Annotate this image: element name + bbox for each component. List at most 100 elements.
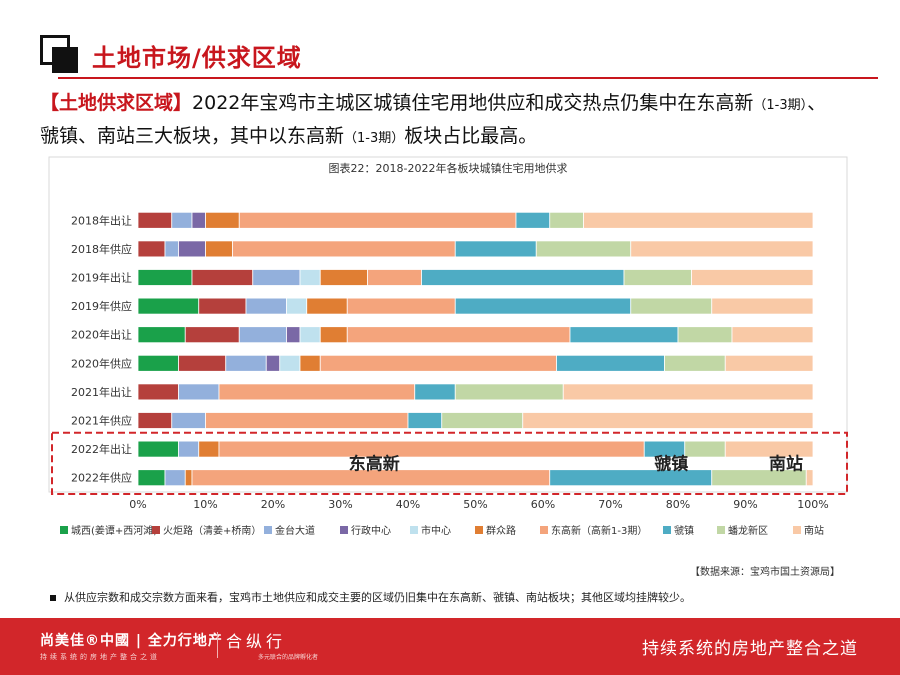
bar-segment bbox=[171, 211, 193, 229]
bar-segment bbox=[245, 297, 287, 315]
legend-label: 火炬路（清姜+桥南） bbox=[163, 524, 261, 537]
lead-line2-small: （1-3期） bbox=[344, 131, 405, 146]
y-tick-label: 2022年出让 bbox=[71, 442, 132, 456]
bar-segment bbox=[407, 412, 443, 429]
bar-segment bbox=[218, 383, 416, 401]
bar-segment bbox=[454, 297, 632, 315]
bar-segment bbox=[178, 240, 206, 258]
header-divider bbox=[58, 77, 878, 79]
stacked-bar-chart: 2018年出让 2018年供应 2019年出让 2019年供应 2020年出让 2020年… bbox=[48, 156, 848, 537]
x-tick-label: 90% bbox=[733, 498, 757, 511]
bar-segment bbox=[238, 211, 517, 229]
legend-swatch bbox=[793, 526, 801, 534]
legend-label: 金台大道 bbox=[275, 524, 315, 537]
y-tick-label: 2019年出让 bbox=[71, 271, 132, 285]
bar-segment bbox=[205, 240, 233, 258]
bar-segment bbox=[198, 297, 247, 315]
x-tick-label: 30% bbox=[328, 498, 352, 511]
bar-segment bbox=[319, 269, 368, 286]
bar-segment bbox=[279, 354, 301, 372]
legend-label: 市中心 bbox=[421, 524, 451, 537]
bar-segment bbox=[265, 354, 281, 372]
bar-segment bbox=[535, 240, 632, 258]
legend-swatch bbox=[410, 526, 418, 534]
bar-segment bbox=[137, 326, 186, 344]
bar-segment bbox=[319, 326, 348, 344]
y-tick-label: 2021年供应 bbox=[71, 414, 132, 428]
legend-label: 南站 bbox=[804, 524, 824, 537]
bar-segment bbox=[421, 269, 625, 286]
bar-segment bbox=[454, 240, 537, 258]
bar-segment bbox=[299, 269, 321, 286]
bar-segment bbox=[522, 412, 814, 429]
x-tick-label: 40% bbox=[396, 498, 420, 511]
y-tick-label: 2018年出让 bbox=[71, 213, 132, 227]
bar-segment bbox=[556, 354, 665, 372]
annotation-label: 虢镇 bbox=[654, 453, 688, 474]
bar-segment bbox=[367, 269, 422, 286]
bar-segment bbox=[191, 211, 206, 229]
footer-brand: 尚美佳®中國 | 全力行地产 bbox=[40, 633, 223, 649]
bar-segment bbox=[583, 211, 814, 229]
bar-segment bbox=[232, 240, 456, 258]
lead-line2-end: 板块占比最高。 bbox=[404, 125, 538, 147]
legend-label: 虢镇 bbox=[674, 524, 694, 537]
y-tick-label: 2019年供应 bbox=[71, 299, 132, 313]
bar-segment bbox=[178, 354, 227, 372]
bar-segment bbox=[630, 240, 814, 258]
lead-line1: 2022年宝鸡市主城区城镇住宅用地供应和成交热点仍集中在东高新 bbox=[192, 92, 754, 114]
x-tick-label: 70% bbox=[598, 498, 622, 511]
bar-segment bbox=[238, 326, 287, 344]
legend-swatch bbox=[540, 526, 548, 534]
lead-line1-end: 、 bbox=[807, 92, 827, 114]
y-tick-label: 2021年出让 bbox=[71, 385, 132, 399]
footer-bar: 尚美佳®中國 | 全力行地产 持续系统的房地产整合之道 合纵行 多元联合的品牌孵… bbox=[0, 618, 900, 675]
lead-paragraph: 【土地供求区域】2022年宝鸡市主城区城镇住宅用地供应和成交热点仍集中在东高新（… bbox=[40, 88, 870, 154]
lead-line2: 虢镇、南站三大板块，其中以东高新 bbox=[40, 125, 345, 147]
bar-segment bbox=[137, 211, 173, 229]
lead-line1-small: （1-3期） bbox=[753, 98, 808, 113]
bar-segment bbox=[137, 412, 173, 429]
footer-logo: 合纵行 bbox=[226, 632, 287, 651]
bar-segment bbox=[731, 326, 814, 344]
legend-swatch bbox=[340, 526, 348, 534]
bar-segment bbox=[346, 326, 571, 344]
footnote: 从供应宗数和成交宗数方面来看，宝鸡市土地供应和成交主要的区域仍旧集中在东高新、虢… bbox=[50, 589, 691, 605]
bar-segment bbox=[299, 326, 321, 344]
x-tick-label: 20% bbox=[261, 498, 285, 511]
y-tick-label: 2018年供应 bbox=[71, 242, 132, 256]
y-tick-label: 2022年供应 bbox=[71, 471, 132, 485]
page-title: 土地市场/供求区域 bbox=[92, 44, 302, 72]
bar-segment bbox=[205, 412, 409, 429]
x-tick-label: 0% bbox=[129, 498, 146, 511]
footer-slogan: 持续系统的房地产整合之道 bbox=[642, 639, 858, 659]
annotation-label: 南站 bbox=[769, 453, 803, 474]
bar-segment bbox=[286, 326, 301, 344]
annotation-label: 东高新 bbox=[349, 453, 400, 474]
bar-segment bbox=[137, 440, 179, 458]
legend-swatch bbox=[60, 526, 68, 534]
bar-segment bbox=[711, 297, 814, 315]
bar-segment bbox=[569, 326, 679, 344]
legend-swatch bbox=[152, 526, 160, 534]
bar-segment bbox=[562, 383, 814, 401]
bar-segment bbox=[137, 383, 179, 401]
bar-segment bbox=[198, 440, 220, 458]
data-source: 【数据来源：宝鸡市国土资源局】 bbox=[690, 567, 840, 578]
bar-segment bbox=[691, 269, 814, 286]
legend-swatch bbox=[475, 526, 483, 534]
bar-segment bbox=[306, 297, 348, 315]
bar-segment bbox=[164, 240, 179, 258]
legend-label: 东高新（高新1-3期） bbox=[551, 524, 647, 537]
bar-segment bbox=[515, 211, 551, 229]
lead-tag: 【土地供求区域】 bbox=[40, 92, 193, 114]
bar-segment bbox=[178, 383, 220, 401]
bar-segment bbox=[137, 269, 193, 286]
bar-segment bbox=[225, 354, 267, 372]
bar-segment bbox=[319, 354, 557, 372]
x-tick-label: 60% bbox=[531, 498, 555, 511]
bar-segment bbox=[184, 326, 240, 344]
bar-segment bbox=[805, 469, 814, 487]
legend-swatch bbox=[264, 526, 272, 534]
chart-title: 图表22：2018-2022年各板块城镇住宅用地供求 bbox=[328, 162, 568, 175]
